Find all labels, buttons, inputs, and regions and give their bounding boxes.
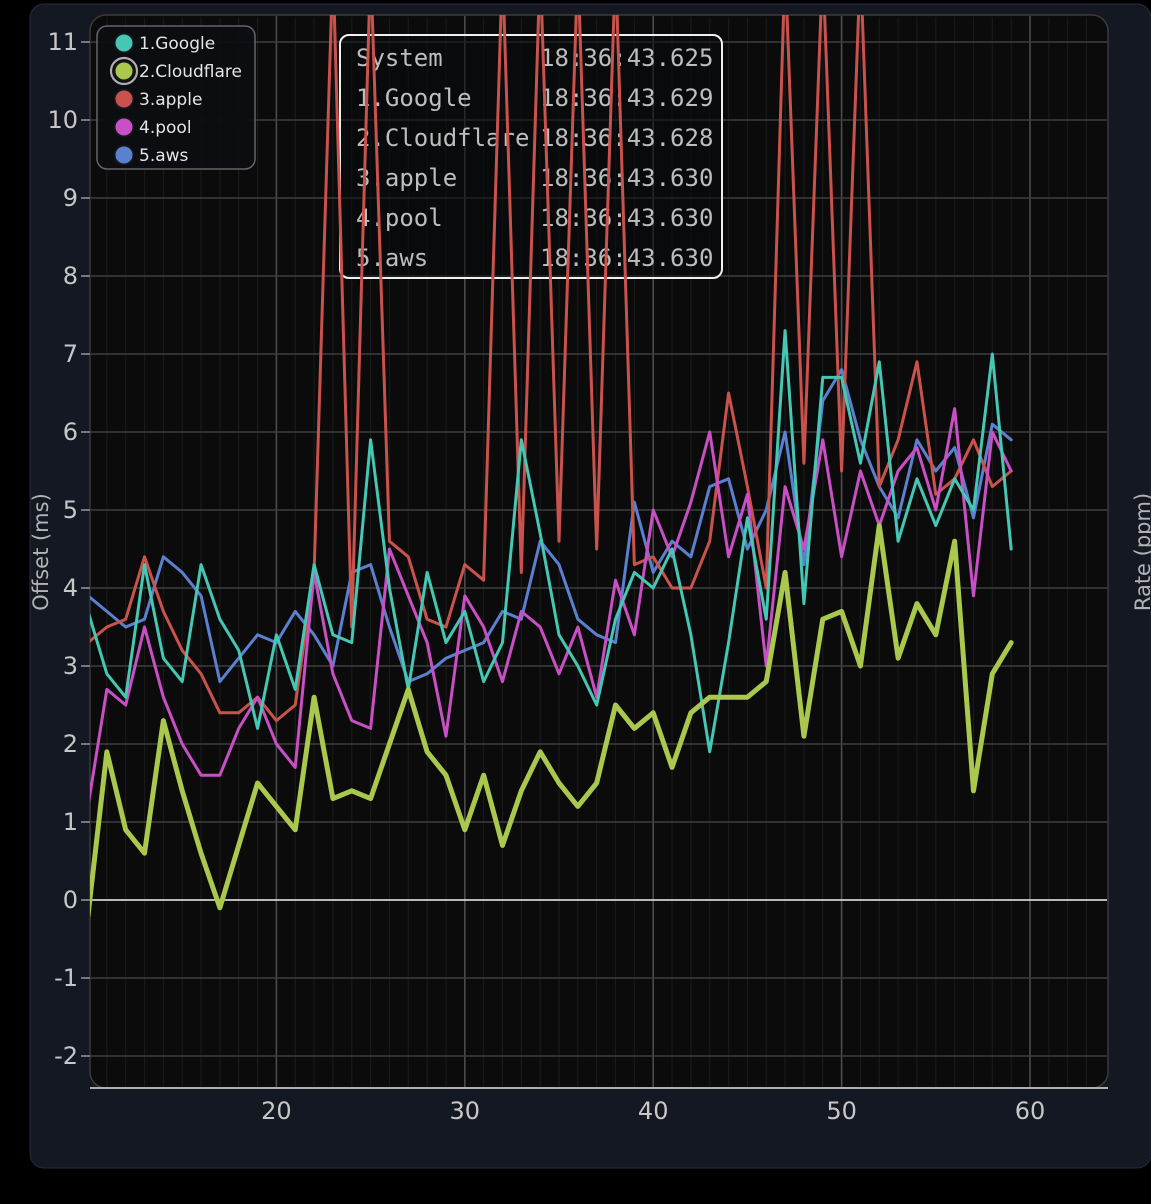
y-tick-label: 8	[63, 262, 78, 290]
legend-item-label: 5.aws	[139, 146, 189, 166]
legend-item-label: 4.pool	[139, 118, 192, 138]
y-tick-label: 11	[47, 28, 78, 56]
tooltip-row-label: System	[356, 44, 443, 72]
series-line-pool	[90, 407, 1013, 808]
y-tick-label: 7	[63, 340, 78, 368]
legend-swatch	[113, 60, 135, 82]
legend-swatch	[113, 144, 135, 166]
y-axis-label-left: Offset (ms)	[29, 493, 53, 611]
legend-item-google[interactable]: 1.Google	[113, 32, 216, 55]
y-tick-label: 3	[63, 652, 78, 680]
y-axis-label-right: Rate (ppm)	[1131, 493, 1151, 611]
y-tick-label: 1	[63, 808, 78, 836]
legend-box	[96, 25, 256, 170]
series-line-aws	[90, 368, 1013, 684]
y-tick-label: -2	[54, 1042, 78, 1070]
tooltip-row-value: 18:36:43.628	[540, 124, 713, 152]
tooltip-row-label: 4.pool	[356, 204, 443, 232]
legend-selected-ring	[109, 56, 139, 86]
tooltip-row-value: 18:36:43.630	[540, 204, 713, 232]
y-tick-label: 4	[63, 574, 78, 602]
legend-item-pool[interactable]: 4.pool	[113, 116, 192, 139]
y-tick-label: 6	[63, 418, 78, 446]
tooltip-row-label: 5.aws	[356, 244, 428, 272]
legend-swatch	[113, 88, 135, 110]
legend-item-aws[interactable]: 5.aws	[113, 144, 189, 167]
tooltip-row-value: 18:36:43.630	[540, 164, 713, 192]
y-tick-label: 10	[47, 106, 78, 134]
y-tick-label: 0	[63, 886, 78, 914]
legend-item-cloudflare[interactable]: 2.Cloudflare	[109, 56, 242, 86]
legend-item-label: 2.Cloudflare	[139, 62, 242, 82]
x-tick-label: 60	[1015, 1097, 1046, 1125]
tooltip-row-value: 18:36:43.629	[540, 84, 713, 112]
legend-swatch	[113, 116, 135, 138]
series-line-google	[90, 329, 1013, 754]
tooltip-row-value: 18:36:43.625	[540, 44, 713, 72]
x-tick-label: 20	[261, 1097, 292, 1125]
y-tick-label: -1	[54, 964, 78, 992]
y-tick-label: 2	[63, 730, 78, 758]
legend-item-label: 1.Google	[139, 34, 215, 54]
x-tick-label: 30	[450, 1097, 481, 1125]
legend-swatch	[113, 32, 135, 54]
y-tick-label: 5	[63, 496, 78, 524]
legend-item-apple[interactable]: 3.apple	[113, 88, 203, 111]
legend-item-label: 3.apple	[139, 90, 202, 110]
tooltip-row-value: 18:36:43.630	[540, 244, 713, 272]
tooltip-row-label: 3.apple	[356, 164, 457, 192]
x-tick-label: 50	[826, 1097, 857, 1125]
tooltip-row-label: 2.Cloudflare	[356, 124, 529, 152]
x-tick-label: 40	[638, 1097, 669, 1125]
series-line-apple	[90, 15, 1013, 723]
y-tick-label: 9	[63, 184, 78, 212]
series-line-cloudflare	[90, 523, 1014, 919]
